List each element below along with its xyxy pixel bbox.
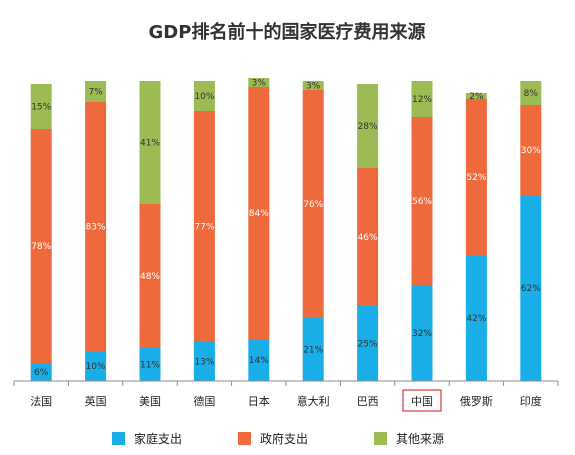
bar-segment	[411, 285, 433, 381]
bar-segment	[30, 84, 52, 129]
bar-segment	[193, 81, 215, 111]
bar-segment	[30, 129, 52, 363]
data-label: 42%	[466, 314, 486, 324]
bar-segment	[85, 81, 107, 102]
bar-segment	[139, 204, 161, 348]
data-label: 10%	[194, 92, 214, 102]
x-tick-label: 日本	[248, 394, 270, 408]
x-tick-label: 巴西	[357, 395, 379, 408]
bar-segment	[465, 99, 487, 255]
bar-segment	[411, 117, 433, 285]
x-axis-ticks	[13, 381, 559, 386]
x-tick-label: 中国	[411, 395, 433, 408]
data-label: 84%	[249, 209, 269, 219]
bar-segment	[411, 81, 433, 117]
bar-segment	[30, 363, 52, 381]
bar-segment	[302, 81, 324, 90]
data-label: 3%	[306, 82, 321, 92]
bar-segment	[357, 168, 379, 306]
bar-segment	[85, 102, 107, 351]
bar-segment	[248, 87, 270, 339]
data-label: 14%	[249, 356, 269, 366]
data-label: 83%	[86, 223, 106, 233]
chart-title: GDP排名前十的国家医疗费用来源	[149, 21, 426, 43]
data-label: 48%	[140, 272, 160, 282]
data-label: 30%	[521, 146, 541, 156]
bar-segment	[248, 78, 270, 87]
bar-segment	[248, 339, 270, 381]
data-label: 12%	[412, 95, 432, 105]
legend: 家庭支出 政府支出 其他来源	[112, 431, 444, 446]
data-label: 7%	[88, 88, 103, 98]
bar-segment	[357, 84, 379, 168]
x-tick-label: 英国	[85, 394, 107, 408]
bar-segment	[465, 255, 487, 381]
x-tick-label: 德国	[193, 394, 215, 408]
data-label: 8%	[524, 89, 539, 99]
highlight-box	[402, 389, 442, 412]
data-label: 56%	[412, 197, 432, 207]
bar-segment	[465, 93, 487, 99]
x-tick-label: 意大利	[297, 394, 330, 408]
x-tick-label: 印度	[520, 394, 542, 408]
legend-label: 家庭支出	[134, 431, 182, 446]
data-label: 78%	[31, 242, 51, 252]
bar-segment	[357, 306, 379, 381]
category-labels: 法国 英国 美国 德国 日本 意大利 巴西 中国 俄罗斯 印度	[30, 389, 542, 412]
data-label: 13%	[194, 358, 214, 368]
data-label: 11%	[140, 361, 160, 371]
bar-segment	[139, 348, 161, 381]
x-tick-label: 美国	[139, 395, 161, 408]
data-label: 3%	[252, 79, 267, 89]
bar-segment	[193, 111, 215, 342]
legend-swatch	[112, 432, 125, 445]
bar-segment	[302, 90, 324, 318]
data-label: 76%	[303, 200, 323, 210]
legend-swatch	[374, 432, 387, 445]
legend-label: 政府支出	[260, 431, 308, 446]
bar-segment	[85, 351, 107, 381]
data-label: 6%	[34, 368, 49, 378]
bars-group: 6% 78% 15% 10% 83% 7% 11% 48% 41% 13% 77% 10% 14% 84%…	[30, 78, 542, 381]
bar-segment	[520, 81, 542, 105]
data-label: 32%	[412, 329, 432, 339]
x-tick-label: 法国	[30, 394, 52, 408]
data-label: 28%	[358, 122, 378, 132]
bar-segment	[193, 342, 215, 381]
data-label: 41%	[140, 139, 160, 149]
data-label: 2%	[469, 92, 484, 102]
bar-segment	[520, 105, 542, 195]
data-label: 25%	[358, 340, 378, 350]
data-label: 46%	[358, 233, 378, 243]
bar-segment	[302, 318, 324, 381]
bar-segment	[520, 195, 542, 381]
data-label: 15%	[31, 103, 51, 113]
data-label: 52%	[466, 173, 486, 183]
legend-swatch	[238, 432, 251, 445]
x-tick-label: 俄罗斯	[460, 395, 493, 408]
data-label: 62%	[521, 284, 541, 294]
data-label: 10%	[86, 362, 106, 372]
bar-segment	[139, 81, 161, 204]
data-label: 77%	[194, 223, 214, 233]
legend-label: 其他来源	[396, 432, 444, 446]
data-label: 21%	[303, 346, 323, 356]
